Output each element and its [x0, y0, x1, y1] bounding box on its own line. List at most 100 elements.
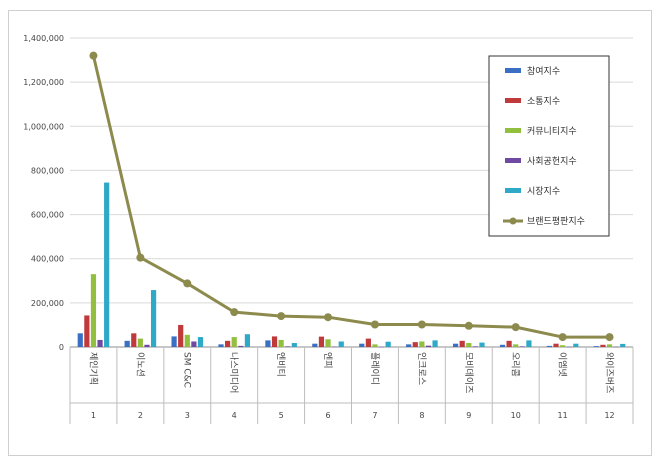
legend-swatch-0 [505, 68, 521, 73]
legend-marker-5 [509, 217, 517, 225]
line-series-path [91, 55, 610, 339]
legend-label: 커뮤니티지수 [527, 126, 577, 137]
bar-1-5 [318, 336, 325, 347]
bar-0-0 [77, 333, 83, 347]
bar-4-5 [338, 341, 344, 347]
x-axis: 제인기획 1 이노션 2 SM C&C 3 나스미디어 4 엔비티 5 엔피 6 플레이디 7 인크로스 8 모… [69, 347, 634, 424]
x-tick-label: 엔피 [322, 352, 333, 369]
legend-swatch-2 [505, 128, 521, 133]
legend-swatch-4 [505, 188, 521, 193]
bar-4-1 [150, 290, 157, 347]
bar-2-11 [606, 344, 613, 347]
bar-0-7 [406, 344, 412, 347]
x-index-label: 11 [558, 411, 568, 420]
bar-3-7 [425, 345, 432, 347]
bar-0-6 [359, 343, 365, 347]
bar-0-9 [499, 344, 506, 347]
line-series [89, 51, 614, 342]
line-point-2 [183, 279, 192, 288]
x-index-label: 8 [419, 411, 424, 420]
bar-1-0 [84, 315, 90, 347]
y-tick-label: 800,000 [31, 166, 64, 175]
x-index-label: 7 [372, 411, 377, 420]
x-tick-label: 오리콤 [510, 352, 521, 377]
x-index-label: 12 [604, 411, 614, 420]
legend-label: 시장지수 [527, 186, 560, 197]
bar-2-7 [419, 341, 425, 347]
bar-2-4 [278, 339, 284, 347]
bar-1-3 [225, 340, 231, 347]
line-point-11 [605, 333, 614, 342]
line-point-5 [324, 313, 333, 322]
y-tick-label: 200,000 [31, 299, 64, 308]
bar-4-9 [526, 340, 532, 347]
bar-0-4 [265, 340, 271, 347]
bar-2-5 [325, 339, 331, 347]
x-tick-label: 이엠넷 [557, 352, 569, 377]
bar-2-10 [560, 345, 566, 347]
line-point-0 [89, 51, 98, 60]
legend-label: 소통지수 [527, 96, 560, 107]
bar-3-6 [378, 346, 385, 348]
bar-4-2 [197, 337, 204, 347]
bar-1-11 [600, 344, 606, 347]
legend-swatch-1 [505, 98, 521, 103]
x-tick-label: 모비데이즈 [463, 352, 474, 393]
y-axis: 0 200,000 400,000 600,000 800,000 1,000,000 1,… [23, 34, 64, 352]
x-tick-label: 플레이디 [369, 352, 380, 385]
bar-4-7 [432, 340, 438, 347]
bar-4-8 [479, 342, 485, 347]
bar-1-8 [459, 340, 465, 347]
bar-4-11 [620, 343, 626, 347]
bar-2-8 [466, 343, 472, 347]
legend-label: 브랜드평판지수 [527, 216, 585, 227]
bar-0-11 [593, 346, 599, 347]
x-tick-label: 인크로스 [416, 352, 427, 385]
line-point-6 [370, 320, 379, 329]
x-tick-label: 나스미디어 [228, 352, 239, 393]
line-point-10 [558, 333, 567, 342]
line-point-3 [230, 308, 239, 317]
legend-box [488, 55, 610, 237]
line-point-8 [464, 321, 473, 330]
bar-0-2 [171, 336, 177, 347]
bar-1-7 [412, 342, 418, 347]
bar-1-6 [365, 338, 371, 347]
bar-4-6 [385, 341, 391, 347]
y-tick-label: 1,400,000 [23, 34, 64, 43]
x-tick-label: 와이즈버즈 [604, 352, 616, 393]
legend-swatch-3 [505, 158, 521, 163]
line-point-1 [136, 253, 145, 262]
bar-0-5 [312, 343, 318, 347]
x-tick-label: 엔비티 [275, 352, 286, 377]
bar-0-10 [546, 345, 553, 347]
y-tick-label: 0 [59, 343, 64, 352]
bar-3-1 [144, 344, 150, 347]
bar-1-9 [506, 340, 512, 347]
bar-2-6 [372, 344, 378, 347]
bar-4-4 [291, 343, 297, 347]
bar-3-11 [613, 346, 619, 348]
x-index-label: 5 [279, 411, 284, 420]
bar-1-1 [131, 333, 137, 347]
x-index-label: 10 [511, 411, 521, 420]
x-tick-label: SM C&C [181, 352, 191, 388]
bar-3-0 [97, 339, 103, 347]
y-tick-label: 400,000 [31, 255, 64, 264]
bar-1-2 [178, 324, 184, 347]
bar-series [77, 182, 626, 348]
legend-label: 사회공헌지수 [527, 156, 577, 167]
bar-3-5 [332, 346, 338, 348]
x-index-label: 6 [325, 411, 330, 420]
bar-2-9 [513, 344, 519, 347]
bar-1-4 [271, 336, 278, 347]
bar-2-2 [184, 334, 190, 347]
bar-3-9 [519, 346, 525, 347]
x-index-label: 9 [466, 411, 471, 420]
bar-4-3 [244, 334, 251, 347]
y-tick-label: 1,000,000 [23, 122, 64, 131]
bar-0-8 [452, 343, 459, 347]
line-point-7 [417, 320, 426, 329]
